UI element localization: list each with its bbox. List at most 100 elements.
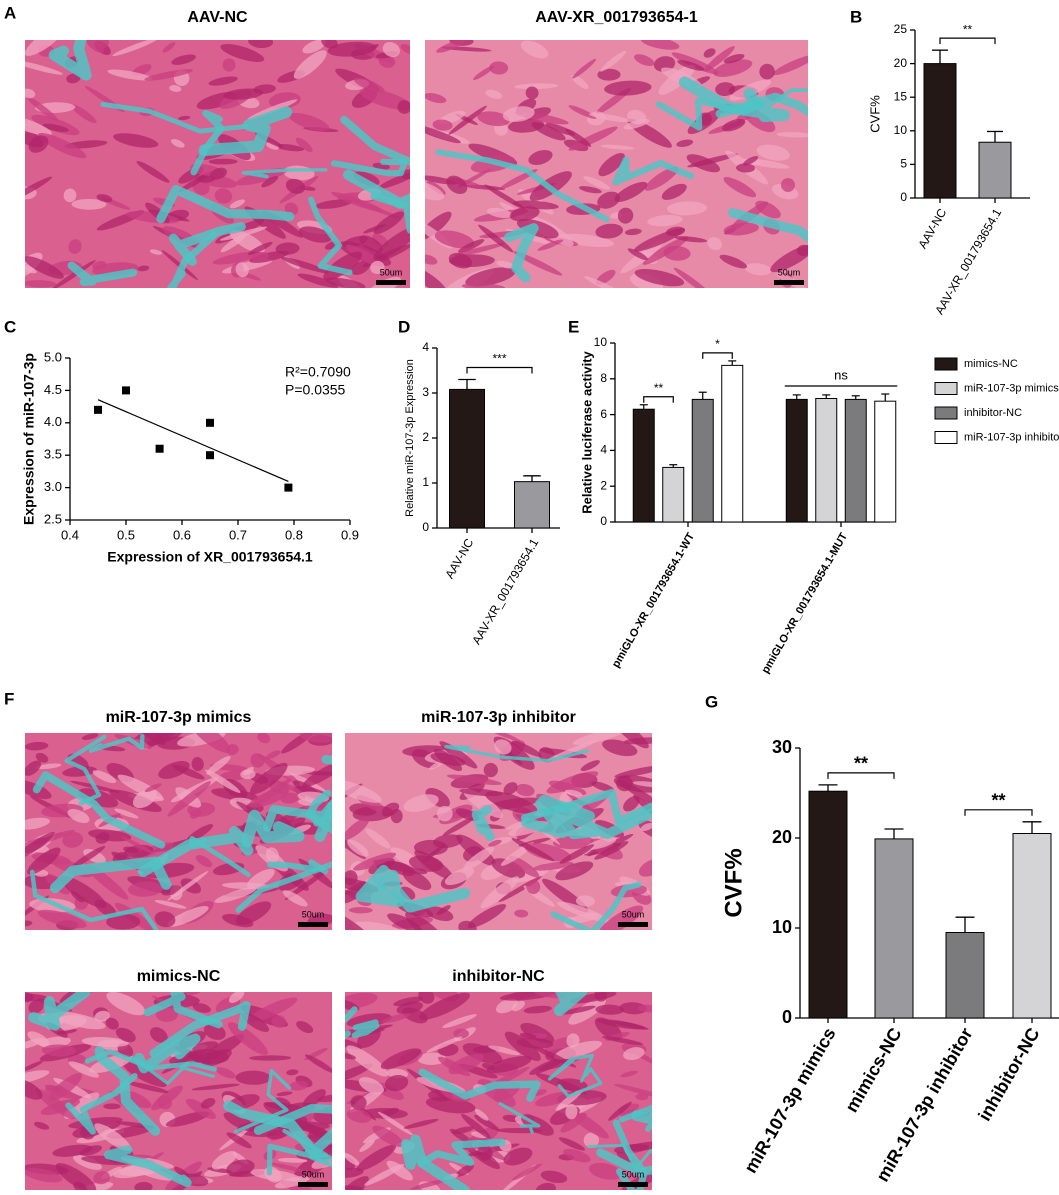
fiber: [276, 1091, 293, 1097]
fiber: [42, 123, 69, 132]
collagen: [67, 261, 138, 286]
collagen: [235, 861, 332, 913]
y-tick-label: 2.5: [44, 511, 62, 526]
fiber: [485, 89, 503, 99]
fiber: [302, 1089, 326, 1108]
collagen: [343, 169, 410, 209]
fiber: [594, 841, 629, 860]
fiber: [113, 133, 159, 148]
panel-label: B: [850, 7, 862, 26]
fiber: [796, 244, 808, 257]
fiber: [488, 1045, 520, 1056]
fiber: [425, 93, 447, 104]
fiber: [595, 223, 624, 239]
micrograph-title: miR-107-3p mimics: [106, 709, 252, 726]
fiber: [68, 239, 82, 254]
fiber: [666, 201, 708, 216]
collagen: [678, 76, 790, 123]
legend-label: miR-107-3p inhibitor: [964, 431, 1059, 443]
scale-label: 50um: [302, 909, 325, 919]
fiber: [106, 992, 146, 1016]
bar: [874, 400, 897, 523]
collagen: [29, 869, 160, 930]
fiber: [623, 118, 650, 130]
fiber: [178, 171, 213, 193]
fiber: [564, 789, 583, 797]
fiber: [25, 1037, 45, 1050]
micrograph-title: AAV-XR_001793654-1: [535, 9, 698, 26]
fiber: [491, 858, 526, 879]
fiber: [410, 1178, 449, 1190]
fiber: [188, 1049, 230, 1064]
fiber: [85, 40, 105, 53]
fiber: [25, 95, 59, 122]
y-tick-label: 4: [422, 340, 429, 354]
fiber: [634, 228, 685, 252]
fiber: [572, 733, 626, 745]
collagen: [612, 156, 695, 186]
fiber: [542, 878, 589, 913]
fiber: [103, 1103, 121, 1110]
x-axis-label: Expression of XR_001793654.1: [107, 549, 313, 565]
point: [206, 418, 214, 427]
x-tick-label: AAV-NC: [442, 536, 476, 581]
fiber: [25, 992, 34, 1003]
fiber: [434, 230, 475, 249]
fiber: [461, 283, 506, 288]
fiber: [356, 1144, 397, 1172]
fiber: [610, 1020, 649, 1030]
x-tick-label: inhibitor-NC: [974, 1024, 1043, 1124]
fiber: [25, 1167, 63, 1183]
fiber: [381, 802, 400, 817]
fiber: [553, 1040, 603, 1060]
fiber: [663, 245, 691, 261]
fiber: [617, 779, 652, 809]
fiber: [638, 858, 652, 877]
fiber: [345, 244, 383, 267]
fiber: [191, 757, 204, 772]
fiber: [219, 226, 268, 241]
fiber: [532, 861, 574, 871]
fiber: [408, 855, 444, 872]
fiber: [458, 920, 477, 930]
fiber: [353, 852, 397, 871]
fiber: [365, 828, 391, 849]
fiber: [477, 1144, 493, 1161]
fiber: [248, 1055, 292, 1061]
fiber: [403, 1118, 439, 1129]
fiber: [569, 992, 617, 1004]
fiber: [528, 150, 553, 166]
y-tick-label: 3.0: [44, 479, 62, 494]
fiber: [704, 46, 735, 72]
fiber: [35, 763, 62, 770]
fiber: [350, 1095, 367, 1110]
fiber: [436, 40, 466, 53]
fiber: [266, 1129, 288, 1140]
y-tick-label: 4.5: [44, 382, 62, 397]
fiber: [105, 1017, 119, 1030]
fiber: [35, 752, 49, 763]
fiber: [257, 733, 271, 744]
annotation: R²=0.7090: [285, 364, 351, 380]
legend-swatch: [934, 406, 958, 420]
fiber: [25, 1070, 50, 1086]
collagen: [557, 1067, 603, 1099]
fiber: [461, 1113, 491, 1139]
fiber: [220, 233, 247, 253]
bar: [945, 932, 985, 1019]
fiber: [289, 1080, 309, 1091]
collagen: [262, 798, 332, 832]
fiber: [25, 817, 50, 830]
micrograph-title: inhibitor-NC: [452, 968, 545, 985]
fiber: [72, 1154, 102, 1170]
fiber: [584, 276, 625, 288]
fiber: [511, 1163, 543, 1181]
collagen: [94, 1046, 161, 1136]
fiber: [170, 138, 185, 148]
fiber: [448, 252, 473, 269]
x-tick-label: 0.5: [117, 527, 135, 542]
fiber: [143, 733, 189, 750]
fiber: [623, 1047, 645, 1060]
micrograph: [25, 992, 332, 1190]
fiber: [114, 808, 139, 819]
